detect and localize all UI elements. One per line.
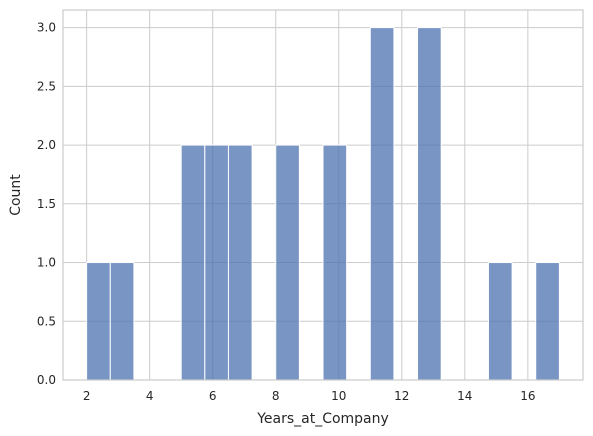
x-tick-label: 8 — [272, 389, 280, 403]
histogram-bar — [276, 145, 300, 380]
y-axis-label: Count — [8, 174, 24, 216]
histogram-bar — [228, 145, 252, 380]
y-tick-label: 0.5 — [37, 314, 56, 328]
y-tick-labels: 0.0 0.5 1.0 1.5 2.0 2.5 3.0 — [37, 21, 56, 387]
histogram-bar — [488, 263, 512, 380]
y-tick-label: 2.5 — [37, 79, 56, 93]
x-tick-label: 6 — [209, 389, 217, 403]
y-tick-label: 3.0 — [37, 21, 56, 35]
histogram-bar — [110, 263, 134, 380]
histogram-bar — [418, 28, 442, 380]
x-tick-label: 2 — [83, 389, 91, 403]
x-tick-labels: 2 4 6 8 10 12 14 16 — [83, 389, 536, 403]
x-tick-label: 14 — [457, 389, 472, 403]
histogram-bar — [370, 28, 394, 380]
y-tick-label: 1.0 — [37, 256, 56, 270]
histogram-bar — [87, 263, 111, 380]
histogram-bar — [323, 145, 347, 380]
x-axis-label: Years_at_Company — [256, 411, 389, 427]
x-tick-label: 12 — [394, 389, 409, 403]
histogram-bar — [181, 145, 205, 380]
y-tick-label: 1.5 — [37, 197, 56, 211]
histogram-bar — [536, 263, 560, 380]
x-tick-label: 16 — [520, 389, 535, 403]
histogram-bar — [205, 145, 229, 380]
x-tick-label: 10 — [331, 389, 346, 403]
y-tick-label: 2.0 — [37, 138, 56, 152]
y-tick-label: 0.0 — [37, 373, 56, 387]
x-tick-label: 4 — [146, 389, 154, 403]
